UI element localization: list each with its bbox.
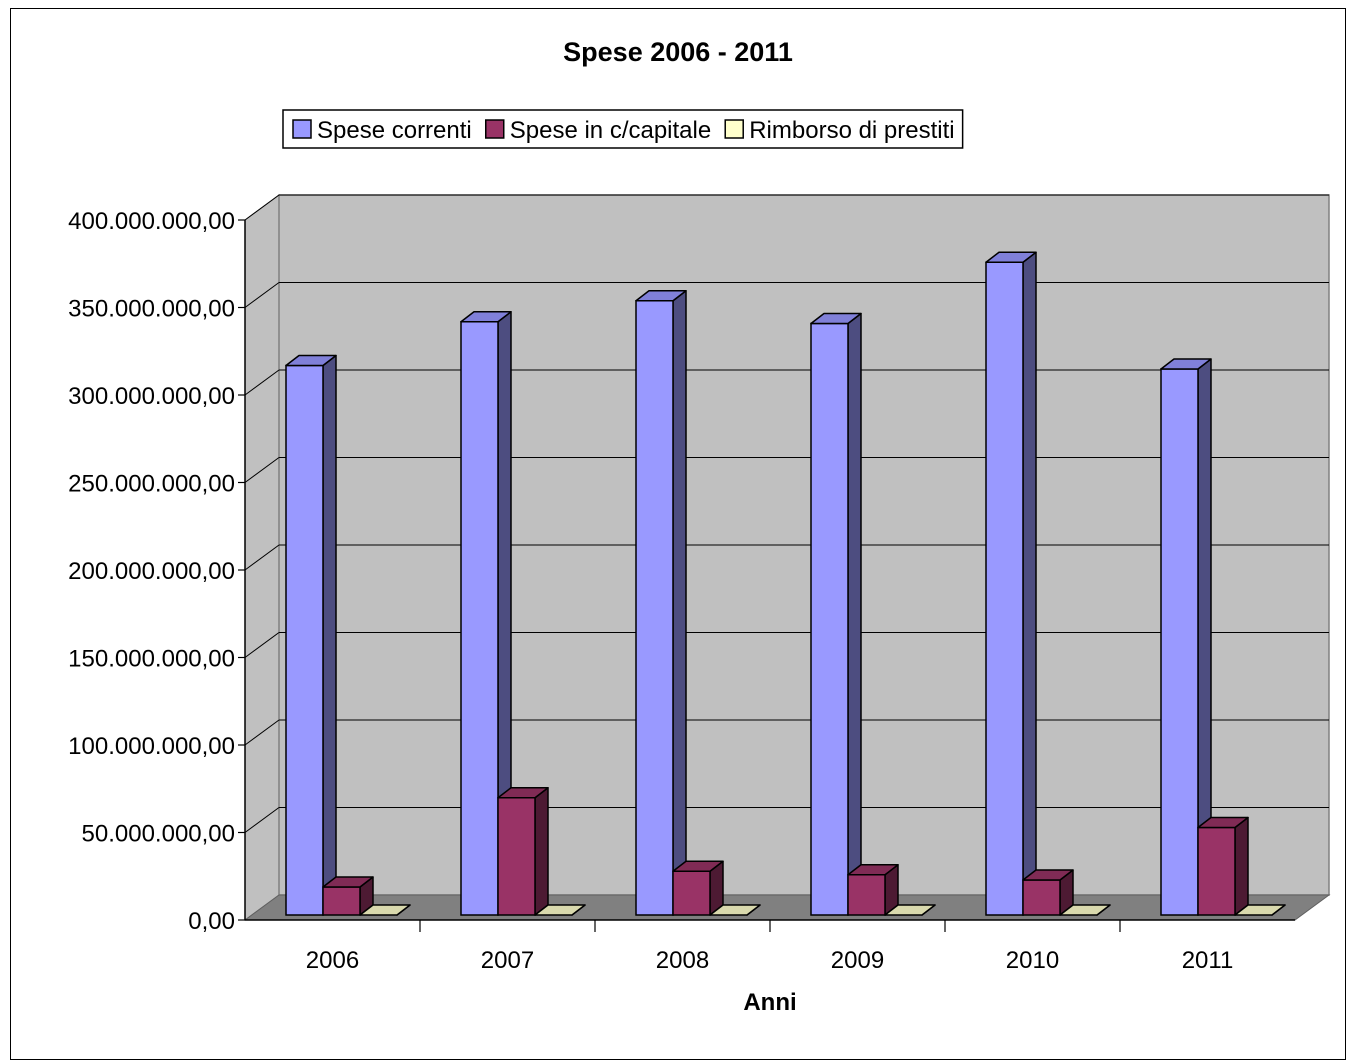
bar-spese-in-c-capitale-2006 xyxy=(322,876,374,916)
bar-top xyxy=(534,904,586,916)
bar-front xyxy=(810,322,849,916)
bar-top xyxy=(322,876,374,888)
legend-box xyxy=(282,109,964,149)
bar-top xyxy=(884,904,936,916)
bar-spese-correnti-2011 xyxy=(1160,358,1212,916)
x-tick-label: 2006 xyxy=(306,947,359,974)
bar-top xyxy=(460,311,512,323)
y-tick-label: 150.000.000,00 xyxy=(68,646,235,673)
bar-front xyxy=(1197,826,1236,916)
bar-spese-correnti-2009 xyxy=(810,312,862,916)
legend-swatch-spese-correnti xyxy=(292,119,312,139)
y-tick-label: 100.000.000,00 xyxy=(68,733,235,760)
legend-swatch-rimborso-di-prestiti xyxy=(724,119,744,139)
axes xyxy=(238,219,1295,932)
x-axis-label: Anni xyxy=(743,989,796,1016)
bar-front xyxy=(497,797,536,916)
bar-top xyxy=(810,312,862,325)
bar-top xyxy=(359,904,411,916)
bar-top xyxy=(1059,904,1111,916)
gridline-side xyxy=(244,632,280,658)
x-tick-labels: 2006 2007 2008 2009 2010 2011 xyxy=(306,947,1234,974)
bar-top xyxy=(672,860,724,872)
bar-spese-in-c-capitale-2007 xyxy=(497,787,549,916)
bar-spese-in-c-capitale-2010 xyxy=(1022,869,1074,916)
bar-side xyxy=(1022,251,1037,916)
bar-rimborso-di-prestiti-2010 xyxy=(1059,904,1111,916)
y-tick-label: 0,00 xyxy=(188,908,235,935)
gridline-side xyxy=(244,807,280,833)
gridline-side xyxy=(244,282,280,308)
bar-front xyxy=(635,300,674,916)
bar-spese-correnti-2007 xyxy=(460,311,512,916)
bar-top xyxy=(709,904,761,916)
chart-title: Spese 2006 - 2011 xyxy=(563,37,793,67)
gridline-side xyxy=(244,369,280,396)
y-tick-labels: 0,00 50.000.000,00 100.000.000,00 150.000.0… xyxy=(68,208,235,935)
bar-rimborso-di-prestiti-2011 xyxy=(1234,904,1286,916)
bar-top xyxy=(635,290,687,302)
legend-label-spese-in-c-capitale: Spese in c/capitale xyxy=(510,117,711,144)
bar-spese-correnti-2008 xyxy=(635,290,687,916)
gridline-side xyxy=(244,544,280,571)
bar-front xyxy=(847,874,886,916)
bar-spese-correnti-2006 xyxy=(285,354,337,916)
bar-rimborso-di-prestiti-2008 xyxy=(709,904,761,916)
y-tick-label: 50.000.000,00 xyxy=(82,821,235,848)
bar-rimborso-di-prestiti-2006 xyxy=(359,904,411,916)
bar-front xyxy=(985,261,1024,916)
bar-spese-in-c-capitale-2009 xyxy=(847,864,899,916)
bar-top xyxy=(847,864,899,876)
bar-side xyxy=(534,787,549,916)
bar-front xyxy=(285,364,324,916)
bar-front xyxy=(1160,368,1199,916)
gridline-side xyxy=(244,719,280,746)
y-tick-label: 200.000.000,00 xyxy=(68,558,235,585)
legend-swatch-spese-in-c-capitale xyxy=(485,119,505,139)
bar-top xyxy=(285,354,337,367)
gridline-side xyxy=(244,457,280,483)
bar-front xyxy=(672,870,711,916)
x-tick-label: 2008 xyxy=(656,947,709,974)
bars xyxy=(285,251,1286,916)
gridlines xyxy=(244,194,1329,833)
bar-side xyxy=(1234,816,1249,916)
bar-spese-correnti-2010 xyxy=(985,251,1037,916)
bar-top xyxy=(1197,816,1249,829)
bar-spese-in-c-capitale-2008 xyxy=(672,860,724,916)
y-tick-label: 250.000.000,00 xyxy=(68,471,235,498)
bar-top xyxy=(497,787,549,799)
bar-front xyxy=(460,321,499,916)
bar-side xyxy=(847,312,862,916)
bar-side xyxy=(322,354,337,916)
gridline-side xyxy=(244,194,280,221)
bar-spese-in-c-capitale-2011 xyxy=(1197,816,1249,916)
legend: Spese correnti Spese in c/capitale Rimbors… xyxy=(282,109,964,149)
x-tick-label: 2007 xyxy=(481,947,534,974)
bar-top xyxy=(1160,358,1212,370)
x-tick-label: 2009 xyxy=(831,947,884,974)
y-tick-label: 300.000.000,00 xyxy=(68,383,235,410)
bar-top xyxy=(1022,869,1074,881)
bar-top xyxy=(985,251,1037,263)
y-tick-label: 350.000.000,00 xyxy=(68,296,235,323)
bar-top xyxy=(1234,904,1286,916)
bar-side xyxy=(672,290,687,916)
bar-front xyxy=(1022,879,1061,916)
x-tick-label: 2010 xyxy=(1006,947,1059,974)
bar-front xyxy=(322,886,361,916)
legend-label-rimborso-di-prestiti: Rimborso di prestiti xyxy=(749,117,954,144)
legend-label-spese-correnti: Spese correnti xyxy=(317,117,472,144)
bar-rimborso-di-prestiti-2009 xyxy=(884,904,936,916)
bar-rimborso-di-prestiti-2007 xyxy=(534,904,586,916)
y-tick-label: 400.000.000,00 xyxy=(68,208,235,235)
x-tick-label: 2011 xyxy=(1182,947,1234,974)
